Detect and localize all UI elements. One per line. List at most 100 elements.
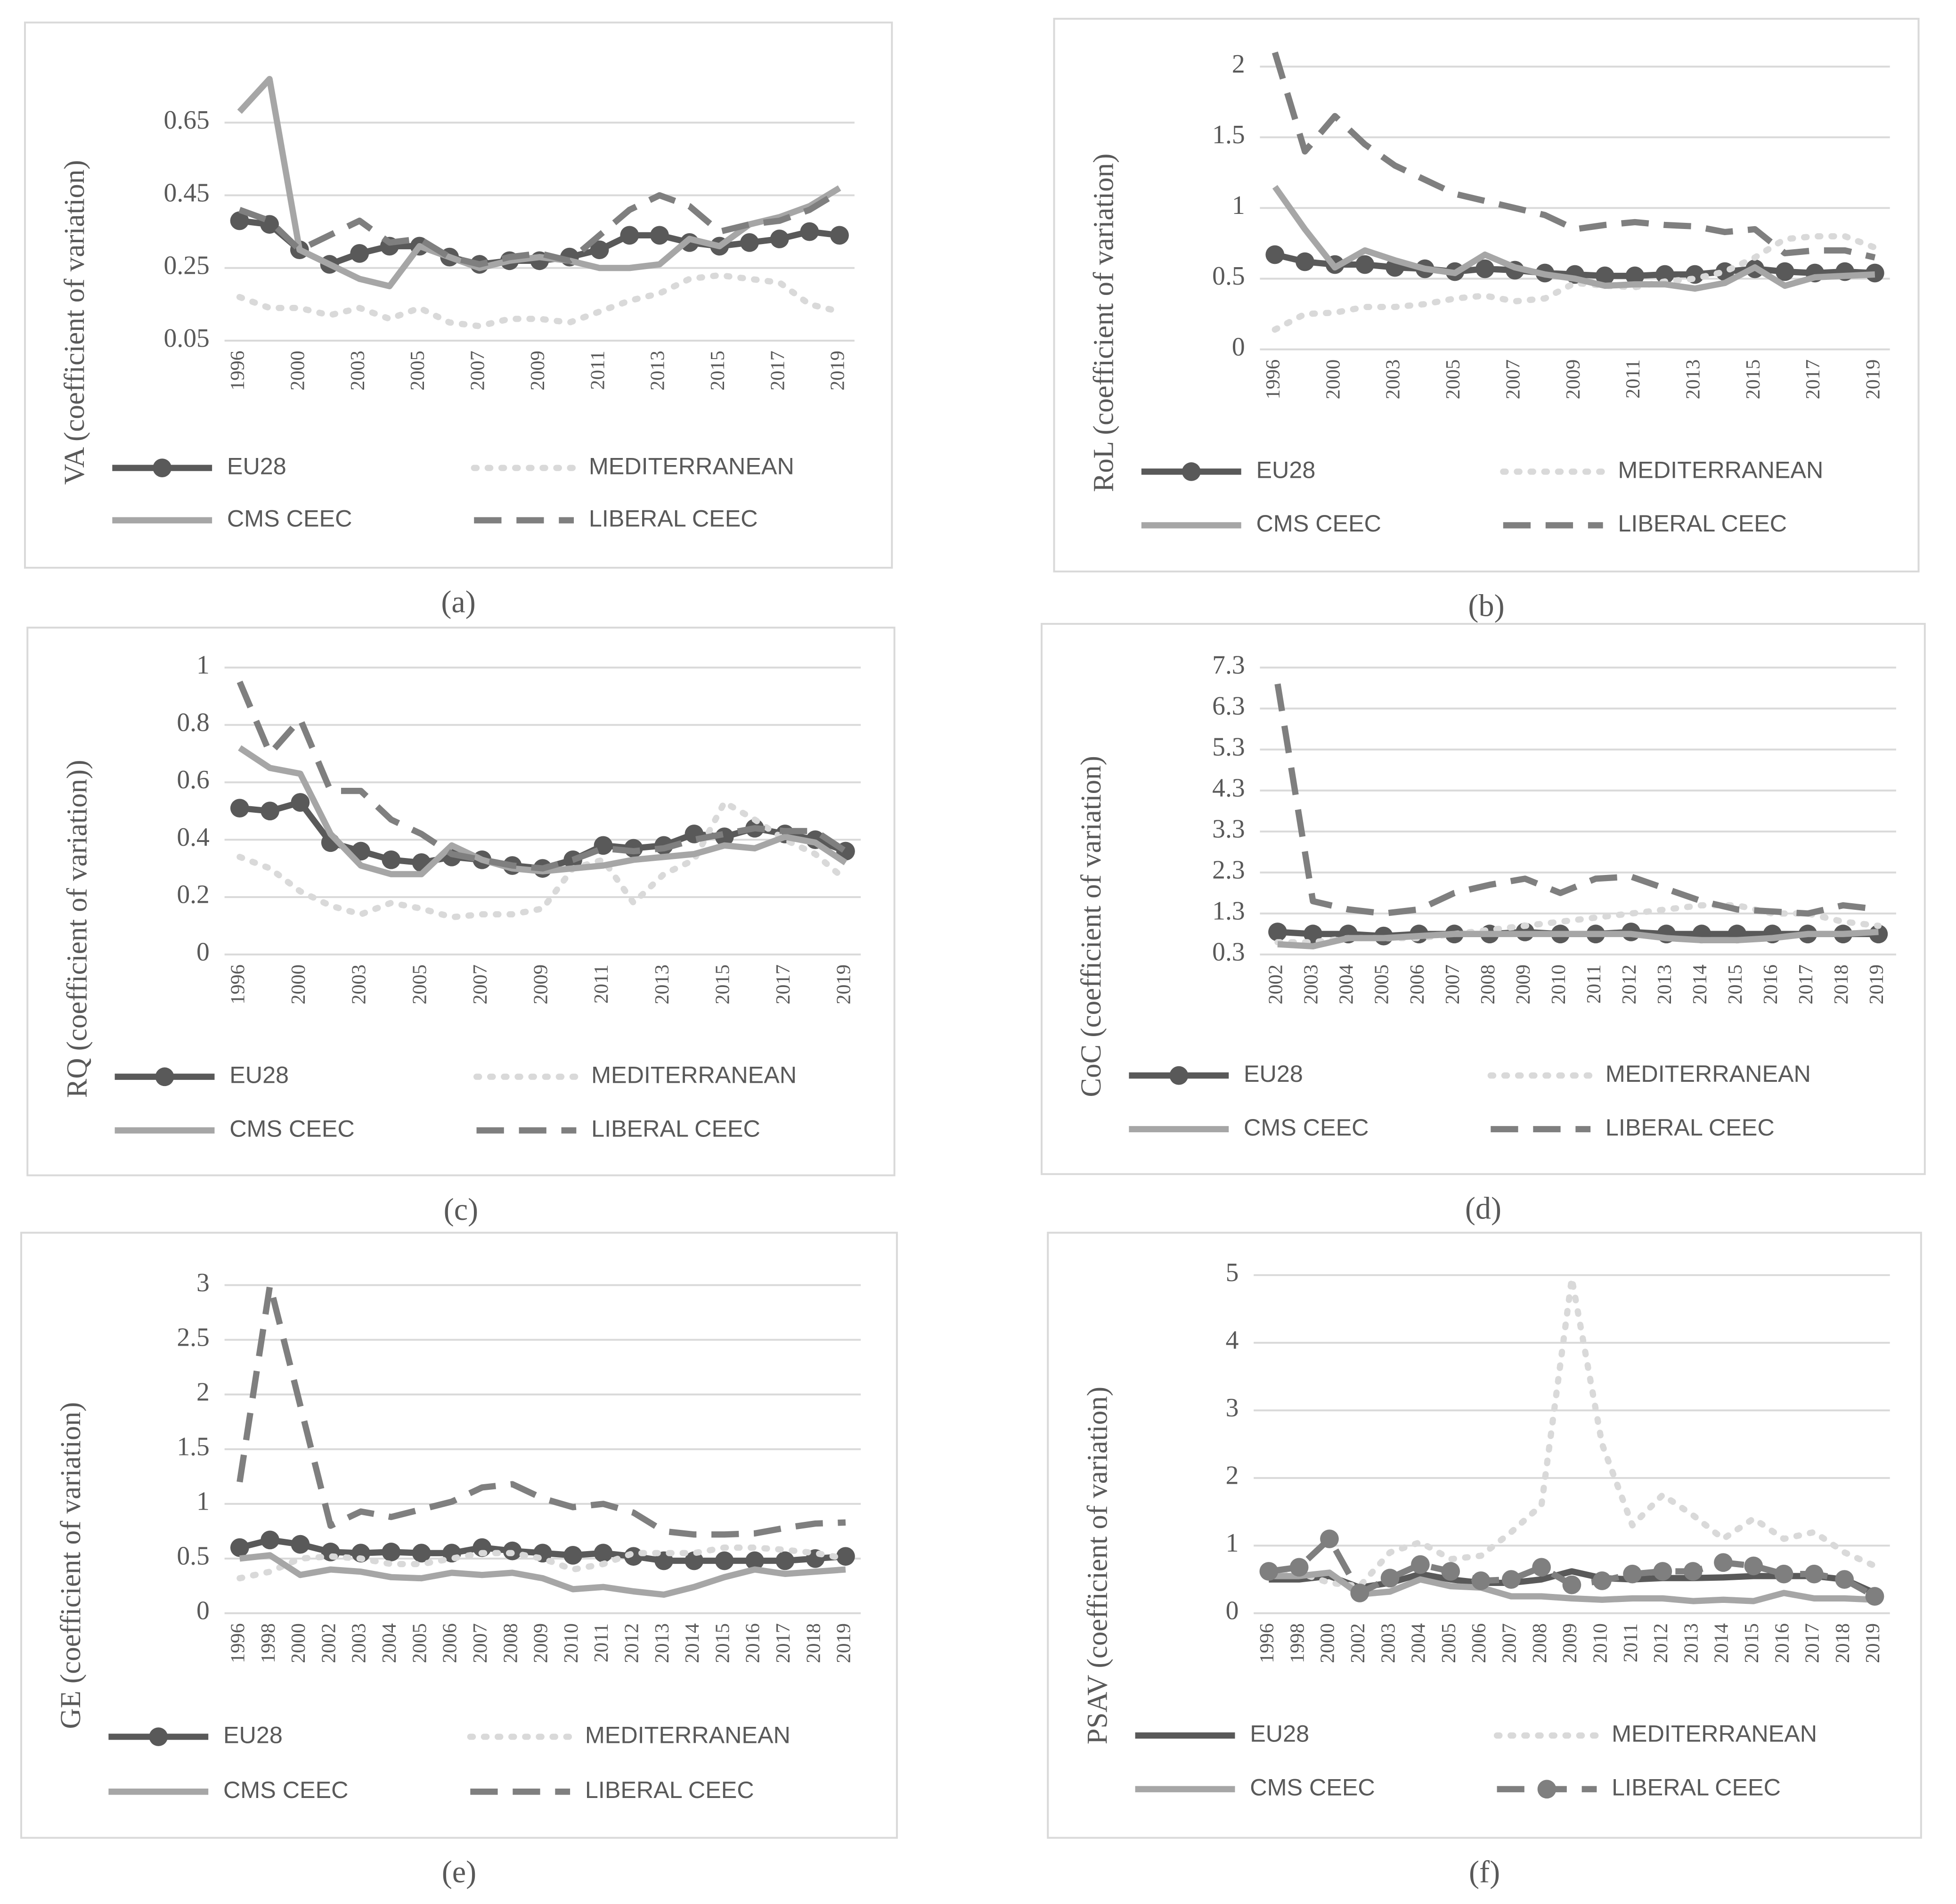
- y-tick-label: 0.45: [164, 178, 210, 207]
- y-tick-label: 1: [196, 1487, 210, 1516]
- x-tick-label: 2013: [651, 964, 673, 1005]
- x-tick-label: 1996: [227, 964, 249, 1005]
- x-tick-label: 2007: [469, 964, 491, 1005]
- x-tick-label: 2010: [1548, 964, 1570, 1005]
- x-tick-label: 2010: [1589, 1623, 1611, 1663]
- series-marker: [1532, 1558, 1551, 1577]
- y-tick-label: 2.5: [177, 1323, 210, 1352]
- x-tick-label: 2016: [1771, 1623, 1793, 1663]
- legend-label: MEDITERRANEAN: [1612, 1720, 1817, 1747]
- x-tick-label: 2017: [1801, 1623, 1824, 1663]
- y-tick-label: 0: [1232, 332, 1245, 361]
- series-marker: [1592, 1571, 1612, 1590]
- x-tick-label: 2006: [1468, 1623, 1490, 1663]
- panel-label: (a): [441, 585, 475, 620]
- x-tick-label: 2019: [833, 1623, 855, 1663]
- series-line: [239, 1552, 846, 1598]
- panel-label: (c): [444, 1193, 478, 1227]
- x-tick-label: 2016: [1760, 964, 1782, 1005]
- legend-label: CMS CEEC: [223, 1776, 348, 1803]
- series-marker: [1501, 1570, 1521, 1589]
- series-marker: [1471, 1571, 1491, 1590]
- series-marker: [1625, 266, 1645, 286]
- y-tick-label: 0: [196, 1596, 210, 1626]
- x-tick-label: 2007: [1502, 360, 1524, 400]
- y-tick-label: 3: [196, 1268, 210, 1297]
- y-tick-label: 1.5: [1212, 120, 1245, 149]
- x-tick-label: 2009: [1559, 1623, 1581, 1663]
- legend-label: LIBERAL CEEC: [589, 505, 758, 532]
- y-tick-label: 4.3: [1212, 774, 1245, 803]
- series-marker: [800, 222, 819, 241]
- x-tick-label: 2013: [1682, 360, 1704, 400]
- x-tick-label: 2003: [348, 964, 370, 1005]
- series-marker: [412, 1544, 431, 1563]
- series-marker: [350, 244, 369, 263]
- x-tick-label: 2013: [647, 351, 669, 391]
- x-tick-label: 2002: [1265, 964, 1287, 1005]
- x-tick-label: 2011: [590, 964, 612, 1004]
- series-marker: [715, 1551, 734, 1570]
- series-marker: [1595, 266, 1614, 286]
- legend-marker: [155, 1067, 174, 1087]
- series-marker: [620, 226, 639, 245]
- legend-label: EU28: [1250, 1720, 1309, 1747]
- y-tick-label: 3.3: [1212, 815, 1245, 844]
- x-tick-label: 2007: [467, 351, 489, 391]
- y-tick-label: 0.4: [177, 823, 210, 852]
- series-marker: [1562, 1575, 1581, 1594]
- y-tick-label: 5.3: [1212, 733, 1245, 762]
- x-tick-label: 2008: [499, 1623, 522, 1663]
- legend-marker: [149, 1727, 168, 1746]
- x-tick-label: 2012: [1618, 964, 1640, 1005]
- x-tick-label: 2014: [1689, 964, 1711, 1005]
- series-marker: [1265, 245, 1285, 264]
- x-tick-label: 2012: [1650, 1623, 1672, 1663]
- series-marker: [775, 1551, 795, 1570]
- y-tick-label: 1: [1232, 191, 1245, 220]
- series-line: [238, 189, 841, 268]
- x-tick-label: 1996: [227, 1623, 249, 1663]
- y-axis-label: PSAV (coefficient of variation): [1082, 1387, 1113, 1744]
- series-marker: [1744, 1556, 1763, 1576]
- legend-label: CMS CEEC: [1250, 1774, 1375, 1801]
- x-tick-label: 2017: [772, 1623, 794, 1663]
- x-tick-label: 2004: [1408, 1623, 1430, 1663]
- y-tick-label: 0.05: [164, 324, 210, 353]
- y-axis-label: VA (coefficient of variation): [59, 160, 90, 485]
- x-tick-label: 2007: [1499, 1623, 1521, 1663]
- x-tick-label: 2005: [408, 1623, 431, 1663]
- x-tick-label: 1996: [1262, 360, 1284, 400]
- y-tick-label: 2: [1232, 49, 1245, 79]
- panel-frame: [20, 1232, 898, 1839]
- x-tick-label: 1998: [1286, 1623, 1308, 1663]
- x-tick-label: 2003: [1377, 1623, 1399, 1663]
- series-marker: [685, 1551, 704, 1570]
- legend-label: MEDITERRANEAN: [1606, 1060, 1811, 1087]
- y-axis-label: RQ (coefficient of variation)): [61, 760, 93, 1098]
- series-line: [236, 799, 849, 921]
- series-marker: [594, 836, 613, 855]
- x-tick-label: 2015: [711, 964, 734, 1005]
- x-tick-label: 2015: [711, 1623, 734, 1663]
- series-marker: [1714, 1553, 1733, 1572]
- panel-frame: [1053, 17, 1920, 572]
- panel-frame: [1041, 623, 1926, 1175]
- x-tick-label: 2002: [1347, 1623, 1369, 1663]
- legend-label: MEDITERRANEAN: [589, 452, 794, 479]
- x-tick-label: 2005: [1442, 360, 1464, 400]
- legend-label: MEDITERRANEAN: [585, 1721, 791, 1748]
- y-tick-label: 6.3: [1212, 692, 1245, 721]
- x-tick-label: 2016: [742, 1623, 764, 1663]
- x-tick-label: 2008: [1477, 964, 1499, 1005]
- x-tick-label: 2019: [1862, 1623, 1884, 1663]
- x-tick-label: 2007: [469, 1623, 491, 1663]
- series-marker: [1653, 1562, 1672, 1581]
- x-tick-label: 2009: [527, 351, 549, 391]
- legend-label: EU28: [223, 1721, 283, 1748]
- x-tick-label: 2012: [621, 1623, 643, 1663]
- y-tick-label: 1: [1226, 1528, 1239, 1558]
- panel-label: (f): [1469, 1855, 1500, 1889]
- series-marker: [382, 850, 401, 869]
- legend-label: LIBERAL CEEC: [1612, 1774, 1781, 1801]
